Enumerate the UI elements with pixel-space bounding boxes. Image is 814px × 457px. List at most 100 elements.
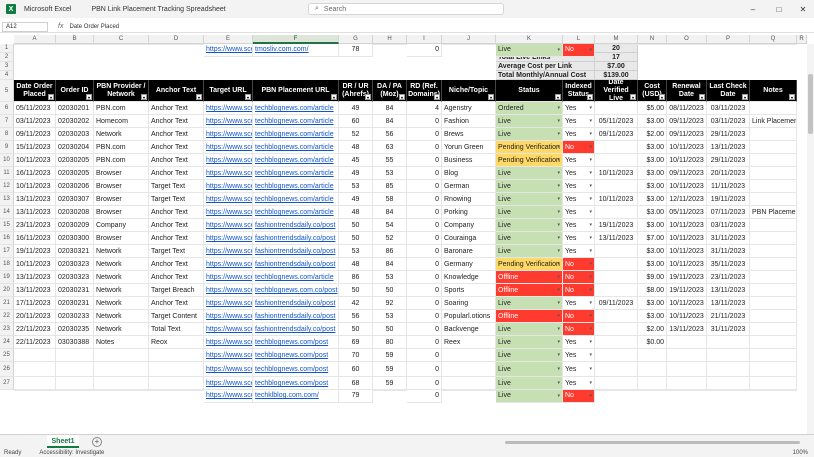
status-cell[interactable]: Offline ▾ (496, 284, 563, 297)
dr-cell[interactable]: 53 (339, 245, 373, 258)
provider-cell[interactable]: Network (94, 284, 149, 297)
indexed-cell[interactable]: Yes ▾ (563, 232, 595, 245)
renewal-date-cell[interactable] (667, 362, 707, 377)
dropdown-arrow-icon[interactable]: ▾ (557, 248, 560, 254)
indexed-cell[interactable]: Yes ▾ (563, 167, 595, 180)
placement-url-cell[interactable]: fashiontrendsdaily.co/post (253, 232, 339, 245)
verified-date-cell[interactable]: 19/11/2023 (595, 219, 638, 232)
da-cell[interactable]: 86 (373, 245, 407, 258)
dr-cell[interactable]: 70 (339, 349, 373, 362)
dr-cell[interactable]: 86 (339, 271, 373, 284)
last-check-cell[interactable]: 13/11/2023 (707, 297, 750, 310)
cost-cell[interactable] (638, 390, 667, 391)
minimize-button[interactable]: – (750, 4, 756, 14)
anchor-cell[interactable]: Total Text (149, 323, 204, 336)
verified-date-cell[interactable] (595, 258, 638, 271)
da-cell[interactable]: 50 (373, 284, 407, 297)
provider-cell[interactable]: Company (94, 219, 149, 232)
niche-cell[interactable]: Brews (442, 128, 496, 141)
cost-cell[interactable]: $9.00 (638, 271, 667, 284)
cost-cell[interactable]: $7.00 (638, 232, 667, 245)
summary-value[interactable]: $139.00 (595, 71, 638, 80)
dr-cell[interactable]: 50 (339, 219, 373, 232)
placement-url-cell[interactable]: techblognews.com/article (253, 271, 339, 284)
row-header[interactable]: 25 (0, 349, 14, 362)
rd-cell[interactable]: 0 (407, 258, 442, 271)
last-check-cell[interactable]: 03/11/2023 (707, 115, 750, 128)
notes-cell[interactable] (750, 193, 797, 206)
last-check-cell[interactable]: 07/11/2023 (707, 206, 750, 219)
notes-cell[interactable] (750, 271, 797, 284)
fx-icon[interactable]: fx (58, 23, 64, 30)
verified-date-cell[interactable] (595, 206, 638, 219)
renewal-date-cell[interactable]: 10/11/2023 (667, 141, 707, 154)
verified-date-cell[interactable]: 10/11/2023 (595, 167, 638, 180)
column-header[interactable]: F (253, 35, 339, 44)
cost-cell[interactable] (638, 349, 667, 362)
dr-cell[interactable]: 49 (339, 193, 373, 206)
cost-cell[interactable]: $3.00 (638, 258, 667, 271)
filter-dropdown-icon[interactable]: ▾ (48, 94, 54, 100)
renewal-date-cell[interactable]: 10/11/2023 (667, 219, 707, 232)
da-cell[interactable] (373, 390, 407, 391)
niche-cell[interactable]: Popularl.otions (442, 310, 496, 323)
rd-cell[interactable]: 0 (407, 362, 442, 377)
date-cell[interactable]: 16/11/2023 (14, 232, 56, 245)
zoom-level[interactable]: 100% (792, 449, 808, 456)
row-header[interactable]: 1 (0, 44, 14, 53)
column-header[interactable]: O (667, 35, 707, 44)
status-cell[interactable]: Live ▾ (496, 245, 563, 258)
last-check-cell[interactable]: 20/11/2023 (707, 167, 750, 180)
dr-cell[interactable]: 45 (339, 154, 373, 167)
placement-url-cell[interactable]: techblognews.com/post (253, 362, 339, 377)
indexed-cell[interactable]: Yes ▾ (563, 377, 595, 390)
target-url-cell[interactable]: https://www.sce (204, 128, 253, 141)
renewal-date-cell[interactable]: 10/11/2023 (667, 245, 707, 258)
placement-url-cell[interactable]: techblognews.com/article (253, 154, 339, 167)
row-header[interactable]: 5 (0, 80, 14, 102)
last-check-cell[interactable]: 13/11/2023 (707, 284, 750, 297)
placement-url-cell[interactable]: fashiontrendsdaily.co/post (253, 245, 339, 258)
renewal-date-cell[interactable]: 19/11/2023 (667, 271, 707, 284)
verified-date-cell[interactable] (595, 362, 638, 377)
dropdown-arrow-icon[interactable]: ▾ (589, 105, 592, 111)
column-title[interactable]: Anchor Text ▾ (149, 80, 204, 102)
verified-date-cell[interactable]: 05/11/2023 (595, 115, 638, 128)
cost-cell[interactable]: $3.00 (638, 180, 667, 193)
filter-dropdown-icon[interactable]: ▾ (630, 94, 636, 100)
dropdown-arrow-icon[interactable]: ▾ (557, 300, 560, 306)
status-cell[interactable]: Live ▾ (496, 232, 563, 245)
date-cell[interactable]: 09/11/2023 (14, 128, 56, 141)
dropdown-arrow-icon[interactable]: ▾ (557, 222, 560, 228)
column-title[interactable]: PBN Provider / Network ▾ (94, 80, 149, 102)
row-header[interactable]: 24 (0, 336, 14, 349)
placement-url-cell[interactable]: techblognews.com/post (253, 349, 339, 362)
dropdown-arrow-icon[interactable]: ▾ (589, 170, 592, 176)
notes-cell[interactable] (750, 180, 797, 193)
indexed-cell[interactable]: No ▾ (563, 44, 595, 57)
provider-cell[interactable]: Network (94, 310, 149, 323)
placement-url-cell[interactable]: techblognews.com/article (253, 167, 339, 180)
notes-cell[interactable] (750, 349, 797, 362)
target-url-cell[interactable]: https://www.sce (204, 284, 253, 297)
renewal-date-cell[interactable]: 10/11/2023 (667, 310, 707, 323)
niche-cell[interactable]: Germany (442, 258, 496, 271)
indexed-cell[interactable]: Yes ▾ (563, 336, 595, 349)
da-cell[interactable]: 84 (373, 206, 407, 219)
placement-url-cell[interactable]: tmosliv.com.com/ (253, 44, 339, 57)
dropdown-arrow-icon[interactable]: ▾ (589, 261, 592, 267)
renewal-date-cell[interactable] (667, 44, 707, 45)
target-url-cell[interactable]: https://www.sce (204, 362, 253, 377)
status-cell[interactable]: Live ▾ (496, 297, 563, 310)
renewal-date-cell[interactable]: 10/11/2023 (667, 297, 707, 310)
target-url-cell[interactable]: https://www.sce (204, 193, 253, 206)
status-cell[interactable]: Live ▾ (496, 336, 563, 349)
provider-cell[interactable]: Network (94, 271, 149, 284)
column-title[interactable]: Notes ▾ (750, 80, 797, 102)
cost-cell[interactable]: $2.00 (638, 128, 667, 141)
notes-cell[interactable] (750, 128, 797, 141)
target-url-cell[interactable]: https://www.sce (204, 102, 253, 115)
search-box[interactable]: ⌕ Search (308, 3, 504, 15)
da-cell[interactable]: 56 (373, 128, 407, 141)
formula-content[interactable]: Date Order Placed (69, 23, 120, 30)
